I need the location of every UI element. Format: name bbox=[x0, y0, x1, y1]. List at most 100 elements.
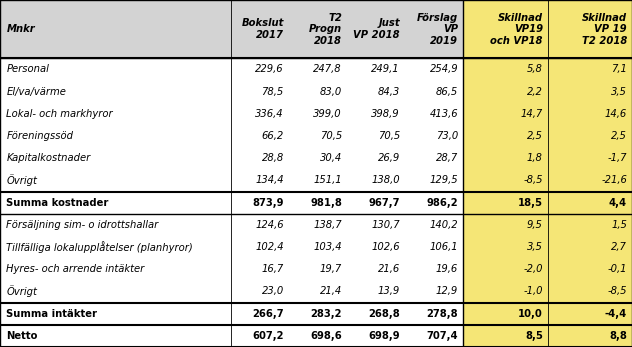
Text: 129,5: 129,5 bbox=[430, 176, 458, 185]
Text: 134,4: 134,4 bbox=[255, 176, 284, 185]
Text: Tillfälliga lokalupplåtelser (planhyror): Tillfälliga lokalupplåtelser (planhyror) bbox=[6, 241, 193, 253]
Text: 21,6: 21,6 bbox=[378, 264, 400, 274]
Text: -4,4: -4,4 bbox=[605, 309, 627, 319]
Text: 102,6: 102,6 bbox=[372, 242, 400, 252]
Bar bbox=[0, 214, 231, 236]
Text: 26,9: 26,9 bbox=[378, 153, 400, 163]
Bar bbox=[289, 0, 347, 58]
Text: Skillnad
VP 19
T2 2018: Skillnad VP 19 T2 2018 bbox=[581, 12, 627, 46]
Text: 873,9: 873,9 bbox=[252, 198, 284, 208]
Bar bbox=[463, 325, 548, 347]
Text: 130,7: 130,7 bbox=[372, 220, 400, 230]
Bar bbox=[548, 236, 632, 258]
Text: 2,2: 2,2 bbox=[527, 87, 543, 96]
Bar bbox=[405, 214, 463, 236]
Bar bbox=[289, 236, 347, 258]
Text: Bokslut
2017: Bokslut 2017 bbox=[241, 18, 284, 40]
Text: Netto: Netto bbox=[6, 331, 38, 341]
Text: 2,5: 2,5 bbox=[527, 131, 543, 141]
Bar bbox=[548, 325, 632, 347]
Bar bbox=[463, 0, 548, 58]
Bar bbox=[405, 192, 463, 214]
Text: 5,8: 5,8 bbox=[527, 65, 543, 74]
Text: 73,0: 73,0 bbox=[436, 131, 458, 141]
Text: El/va/värme: El/va/värme bbox=[6, 87, 66, 96]
Text: Hyres- och arrende intäkter: Hyres- och arrende intäkter bbox=[6, 264, 145, 274]
Bar bbox=[463, 280, 548, 303]
Bar bbox=[0, 125, 231, 147]
Bar bbox=[347, 169, 405, 192]
Bar bbox=[548, 169, 632, 192]
Text: -8,5: -8,5 bbox=[523, 176, 543, 185]
Bar bbox=[0, 0, 231, 58]
Bar bbox=[347, 0, 405, 58]
Text: 83,0: 83,0 bbox=[320, 87, 342, 96]
Bar bbox=[231, 103, 289, 125]
Bar bbox=[405, 236, 463, 258]
Text: 2,5: 2,5 bbox=[611, 131, 627, 141]
Bar bbox=[463, 236, 548, 258]
Text: Övrigt: Övrigt bbox=[6, 286, 37, 297]
Text: 247,8: 247,8 bbox=[313, 65, 342, 74]
Bar bbox=[289, 192, 347, 214]
Bar bbox=[347, 258, 405, 280]
Text: Personal: Personal bbox=[6, 65, 49, 74]
Text: -8,5: -8,5 bbox=[607, 287, 627, 296]
Text: 14,7: 14,7 bbox=[521, 109, 543, 119]
Bar bbox=[289, 81, 347, 103]
Text: Summa kostnader: Summa kostnader bbox=[6, 198, 109, 208]
Bar bbox=[0, 192, 231, 214]
Text: Kapitalkostnader: Kapitalkostnader bbox=[6, 153, 90, 163]
Bar bbox=[405, 303, 463, 325]
Text: 3,5: 3,5 bbox=[611, 87, 627, 96]
Text: 23,0: 23,0 bbox=[262, 287, 284, 296]
Text: 268,8: 268,8 bbox=[368, 309, 400, 319]
Bar bbox=[231, 236, 289, 258]
Text: Mnkr: Mnkr bbox=[6, 24, 35, 34]
Text: 413,6: 413,6 bbox=[430, 109, 458, 119]
Text: 140,2: 140,2 bbox=[430, 220, 458, 230]
Bar bbox=[289, 169, 347, 192]
Bar bbox=[405, 81, 463, 103]
Text: 70,5: 70,5 bbox=[378, 131, 400, 141]
Text: 254,9: 254,9 bbox=[430, 65, 458, 74]
Text: 967,7: 967,7 bbox=[368, 198, 400, 208]
Text: 12,9: 12,9 bbox=[436, 287, 458, 296]
Bar bbox=[548, 125, 632, 147]
Bar bbox=[0, 147, 231, 169]
Text: T2
Progn
2018: T2 Progn 2018 bbox=[309, 12, 342, 46]
Bar bbox=[0, 258, 231, 280]
Text: 7,1: 7,1 bbox=[611, 65, 627, 74]
Text: 86,5: 86,5 bbox=[436, 87, 458, 96]
Text: 28,8: 28,8 bbox=[262, 153, 284, 163]
Text: 18,5: 18,5 bbox=[518, 198, 543, 208]
Text: 707,4: 707,4 bbox=[427, 331, 458, 341]
Text: 698,9: 698,9 bbox=[368, 331, 400, 341]
Text: 151,1: 151,1 bbox=[313, 176, 342, 185]
Bar bbox=[0, 325, 231, 347]
Bar bbox=[548, 214, 632, 236]
Bar bbox=[405, 0, 463, 58]
Text: 986,2: 986,2 bbox=[427, 198, 458, 208]
Bar bbox=[405, 280, 463, 303]
Bar bbox=[548, 58, 632, 81]
Text: Just
VP 2018: Just VP 2018 bbox=[353, 18, 400, 40]
Bar bbox=[463, 58, 548, 81]
Bar bbox=[405, 147, 463, 169]
Text: 9,5: 9,5 bbox=[527, 220, 543, 230]
Text: 249,1: 249,1 bbox=[372, 65, 400, 74]
Text: 13,9: 13,9 bbox=[378, 287, 400, 296]
Bar bbox=[0, 303, 231, 325]
Bar bbox=[231, 147, 289, 169]
Text: 78,5: 78,5 bbox=[262, 87, 284, 96]
Text: 229,6: 229,6 bbox=[255, 65, 284, 74]
Text: Summa intäkter: Summa intäkter bbox=[6, 309, 97, 319]
Bar bbox=[347, 125, 405, 147]
Bar bbox=[347, 214, 405, 236]
Text: 66,2: 66,2 bbox=[262, 131, 284, 141]
Bar bbox=[0, 169, 231, 192]
Bar bbox=[347, 192, 405, 214]
Text: 8,5: 8,5 bbox=[525, 331, 543, 341]
Bar bbox=[463, 125, 548, 147]
Text: 8,8: 8,8 bbox=[609, 331, 627, 341]
